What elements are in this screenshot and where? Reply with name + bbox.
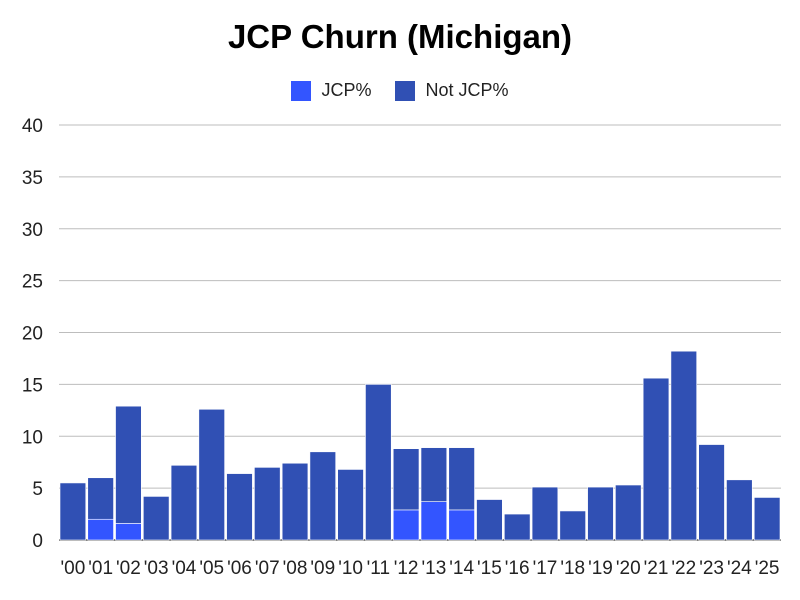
- x-tick-label: '08: [283, 558, 308, 579]
- x-tick-label: '07: [255, 558, 280, 579]
- bar-not-jcp: [753, 497, 781, 541]
- bar-not-jcp: [392, 448, 420, 511]
- bar-not-jcp: [587, 486, 614, 541]
- bar-jcp: [115, 523, 142, 541]
- x-tick-label: '22: [671, 558, 696, 579]
- x-tick-label: '00: [61, 558, 86, 579]
- x-tick-label: '11: [367, 558, 390, 579]
- bar-not-jcp: [504, 513, 531, 541]
- bar-not-jcp: [281, 462, 309, 541]
- bar-jcp: [392, 509, 420, 541]
- legend-item-jcp: JCP%: [291, 80, 371, 101]
- bar-not-jcp: [448, 447, 475, 511]
- bar-not-jcp: [476, 499, 503, 541]
- x-tick-label: '20: [616, 558, 641, 579]
- x-tick-label: '06: [227, 558, 252, 579]
- y-tick-label: 35: [22, 168, 43, 189]
- bar-not-jcp: [726, 479, 753, 541]
- legend-label-jcp: JCP%: [321, 80, 372, 100]
- x-tick-label: '19: [588, 558, 613, 579]
- bar-not-jcp: [59, 482, 87, 541]
- bar-not-jcp: [254, 467, 281, 541]
- legend-swatch-not-jcp: [395, 80, 416, 101]
- bar-not-jcp: [226, 473, 253, 541]
- bar-jcp: [87, 518, 114, 541]
- bar-not-jcp: [531, 486, 559, 541]
- bar-jcp: [420, 501, 448, 541]
- y-tick-label: 30: [22, 220, 43, 241]
- x-tick-label: '01: [88, 558, 113, 579]
- y-tick-label: 15: [22, 375, 43, 396]
- y-tick-label: 25: [22, 272, 43, 293]
- chart-title: JCP Churn (Michigan): [227, 18, 573, 55]
- bar-not-jcp: [337, 469, 364, 541]
- bar-jcp: [448, 509, 475, 541]
- y-tick-label: 40: [22, 116, 43, 137]
- x-tick-label: '04: [172, 558, 197, 579]
- legend-label-not-jcp: Not JCP%: [425, 80, 509, 100]
- x-tick-label: '15: [477, 558, 502, 579]
- bar-not-jcp: [198, 408, 225, 541]
- x-tick-label: '13: [422, 558, 447, 579]
- bar-not-jcp: [559, 510, 586, 541]
- x-tick-label: '02: [116, 558, 141, 579]
- y-tick-label: 10: [22, 427, 43, 448]
- x-tick-label: '09: [310, 558, 335, 579]
- bar-not-jcp: [365, 384, 392, 541]
- x-tick-label: '17: [533, 558, 558, 579]
- legend: JCP% Not JCP%: [0, 80, 800, 101]
- y-tick-label: 20: [22, 324, 43, 345]
- bar-not-jcp: [698, 444, 725, 541]
- x-tick-label: '25: [755, 558, 780, 579]
- bar-not-jcp: [615, 484, 642, 541]
- y-tick-label: 5: [32, 479, 43, 500]
- bar-not-jcp: [309, 451, 336, 541]
- y-tick-label: 0: [32, 531, 43, 552]
- x-tick-label: '12: [394, 558, 419, 579]
- x-tick-label: '10: [338, 558, 363, 579]
- x-tick-label: '03: [144, 558, 169, 579]
- legend-item-not-jcp: Not JCP%: [395, 80, 509, 101]
- bar-not-jcp: [87, 477, 114, 520]
- x-tick-label: '24: [727, 558, 752, 579]
- bar-not-jcp: [143, 496, 170, 541]
- bar-not-jcp: [170, 464, 198, 541]
- bar-not-jcp: [115, 405, 142, 524]
- bar-not-jcp: [420, 447, 448, 502]
- bar-not-jcp: [642, 377, 670, 541]
- legend-swatch-jcp: [291, 80, 312, 101]
- x-tick-label: '05: [199, 558, 224, 579]
- x-tick-label: '18: [560, 558, 585, 579]
- bar-not-jcp: [670, 350, 697, 541]
- x-tick-label: '21: [644, 558, 669, 579]
- x-tick-label: '23: [699, 558, 724, 579]
- x-tick-label: '14: [449, 558, 474, 579]
- x-tick-label: '16: [505, 558, 530, 579]
